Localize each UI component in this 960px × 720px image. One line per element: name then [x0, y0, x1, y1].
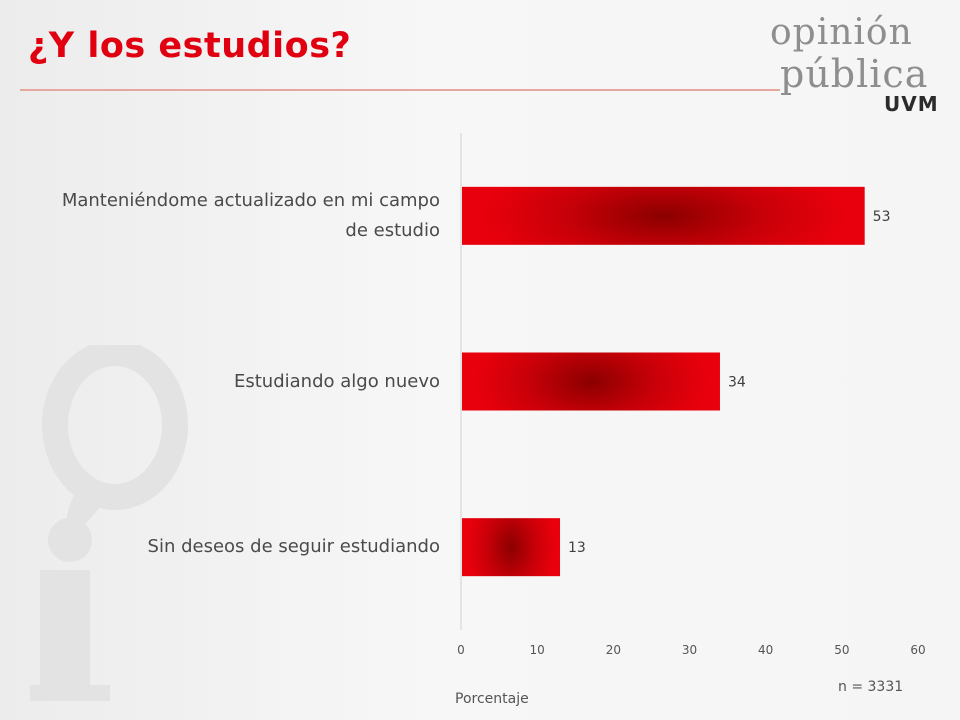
bar-2 — [462, 518, 561, 577]
value-label-0: 53 — [873, 209, 891, 225]
logo-line-1: opinión — [770, 12, 913, 53]
value-labels-group: 53 34 13 — [568, 209, 890, 556]
category-label-0-line-0: Manteniéndome actualizado en mi campo — [61, 189, 440, 211]
value-label-1: 34 — [728, 375, 746, 391]
bar-0 — [462, 186, 865, 245]
logo-line-2: pública — [780, 52, 929, 96]
slide-title: ¿Y los estudios? — [28, 26, 352, 66]
x-tick-labels-group: 0 10 20 30 40 50 60 — [457, 643, 925, 657]
bar-1 — [462, 352, 720, 411]
category-label-0: Manteniéndome actualizado en mi campo de … — [62, 186, 440, 246]
category-label-2: Sin deseos de seguir estudiando — [148, 532, 440, 562]
watermark-graphic — [30, 345, 188, 701]
logo-line-3: UVM — [884, 92, 939, 116]
category-label-1: Estudiando algo nuevo — [234, 367, 440, 397]
title-divider — [20, 89, 780, 91]
category-label-2-line-0: Sin deseos de seguir estudiando — [147, 536, 440, 558]
value-label-2: 13 — [568, 540, 586, 556]
sample-size-note: n = 3331 — [838, 679, 904, 695]
x-tick-label-3: 30 — [682, 643, 697, 657]
x-tick-label-4: 40 — [758, 643, 773, 657]
opinion-publica-logo: opinión pública UVM — [766, 12, 946, 116]
x-tick-label-0: 0 — [457, 643, 465, 657]
category-label-1-line-0: Estudiando algo nuevo — [234, 370, 440, 392]
x-axis-title: Porcentaje — [455, 691, 529, 707]
x-tick-label-6: 60 — [910, 643, 925, 657]
bars-group — [462, 186, 865, 577]
x-tick-label-5: 50 — [834, 643, 849, 657]
x-tick-label-1: 10 — [530, 643, 545, 657]
category-label-0-line-1: de estudio — [345, 219, 440, 241]
x-tick-label-2: 20 — [606, 643, 621, 657]
